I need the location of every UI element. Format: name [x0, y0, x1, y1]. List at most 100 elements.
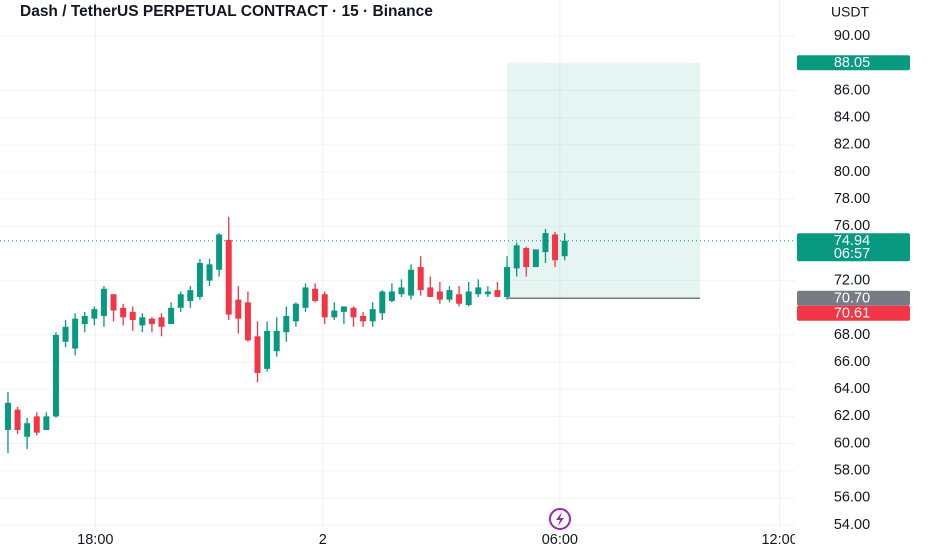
y-tick-label: 56.00: [834, 490, 870, 506]
x-axis: 18:00 2 06:00 12:00: [77, 532, 797, 548]
price-tag-label: 88.05: [834, 55, 870, 71]
candle-body: [369, 309, 376, 322]
candle-body: [532, 249, 539, 268]
y-tick-label: 90.00: [834, 28, 870, 44]
y-tick-label: 64.00: [834, 381, 870, 397]
price-tag: [797, 305, 910, 321]
y-tick-label: 78.00: [834, 191, 870, 207]
candle-body: [484, 291, 491, 295]
candle-body: [283, 315, 290, 333]
candle-body: [475, 287, 482, 295]
candle-body: [408, 269, 415, 296]
y-tick-label: 72.00: [834, 272, 870, 288]
plot-area: [0, 62, 795, 454]
y-tick-label: 68.00: [834, 327, 870, 343]
price-tag-label: 70.61: [834, 305, 870, 321]
y-tick-label: 86.00: [834, 82, 870, 98]
y-tick-label: 76.00: [834, 218, 870, 234]
x-tick-label: 2: [319, 532, 327, 548]
candle-body: [72, 318, 79, 349]
candle-body: [292, 303, 299, 322]
candle-body: [24, 423, 31, 437]
y-tick-label: 80.00: [834, 164, 870, 180]
candle-body: [148, 318, 155, 325]
candle-body: [4, 402, 11, 430]
icon-bolt: [556, 512, 564, 526]
candle-body: [62, 326, 69, 342]
chart-title: Dash / TetherUS PERPETUAL CONTRACT · 15 …: [20, 3, 433, 20]
candle-body: [120, 307, 127, 318]
candle-body: [81, 315, 88, 325]
candle-body: [158, 317, 165, 327]
grid: [0, 0, 795, 528]
candle-body: [552, 234, 559, 261]
x-tick-label: 18:00: [77, 532, 113, 548]
candle-body: [129, 311, 136, 321]
candle-body: [254, 336, 261, 373]
candle-body: [110, 294, 117, 311]
x-tick-label: 06:00: [542, 532, 578, 548]
candle-body: [196, 262, 203, 297]
candle-body: [244, 302, 251, 341]
candle-body: [187, 290, 194, 301]
candle-body: [494, 290, 501, 297]
candle-body: [100, 288, 107, 316]
price-tag-countdown: 06:57: [834, 246, 870, 262]
y-axis: 90.00 86.00 84.00 82.00 80.00 78.00 76.00 72.00…: [834, 28, 870, 533]
candle-body: [206, 264, 213, 281]
y-tick-label: 62.00: [834, 408, 870, 424]
candle-body: [216, 234, 223, 270]
y-tick-label: 58.00: [834, 463, 870, 479]
candle-body: [398, 287, 405, 295]
candle-body: [331, 310, 338, 318]
candle-body: [264, 330, 271, 369]
candle-body: [14, 409, 21, 430]
candle-body: [436, 291, 443, 300]
candle-body: [43, 416, 50, 430]
candle-body: [52, 334, 59, 417]
candle-body: [273, 330, 280, 352]
candle-body: [312, 288, 319, 301]
candle-body: [513, 245, 520, 269]
candle-body: [504, 267, 511, 297]
candle-body: [225, 239, 232, 315]
x-tick-label: 12:00: [761, 532, 797, 548]
price-tag-label: 70.70: [834, 290, 870, 306]
candle-body: [523, 248, 530, 268]
candle-body: [561, 240, 568, 257]
price-tag: [797, 233, 910, 262]
candle-body: [427, 287, 434, 297]
y-tick-label: 60.00: [834, 435, 870, 451]
candle-body: [177, 294, 184, 308]
candle-body: [388, 291, 395, 301]
price-tag: [797, 55, 910, 71]
candle-body: [302, 287, 309, 308]
candle-body: [340, 306, 347, 312]
y-tick-label: 82.00: [834, 137, 870, 153]
candle-body: [33, 416, 40, 433]
candle-body: [542, 233, 549, 253]
candle-body: [168, 307, 175, 325]
y-tick-label: 66.00: [834, 354, 870, 370]
replay-icon[interactable]: [549, 508, 571, 530]
position-target-zone: [507, 62, 700, 299]
candle-body: [91, 309, 98, 319]
candle-body: [235, 299, 242, 319]
candle-body: [360, 315, 367, 322]
candle-body: [139, 317, 146, 326]
candle-body: [446, 290, 453, 300]
y-tick-label: 54.00: [834, 517, 870, 533]
icon-circle: [549, 508, 571, 530]
candle-body: [417, 267, 424, 291]
candle-body: [456, 294, 463, 304]
y-tick-label: 84.00: [834, 110, 870, 126]
candle-body: [321, 294, 328, 318]
candle-body: [379, 291, 386, 314]
currency-label: USDT: [831, 4, 870, 20]
price-tag-label: 74.94: [834, 233, 870, 249]
candle-body: [465, 291, 472, 306]
candle-body: [350, 307, 357, 318]
